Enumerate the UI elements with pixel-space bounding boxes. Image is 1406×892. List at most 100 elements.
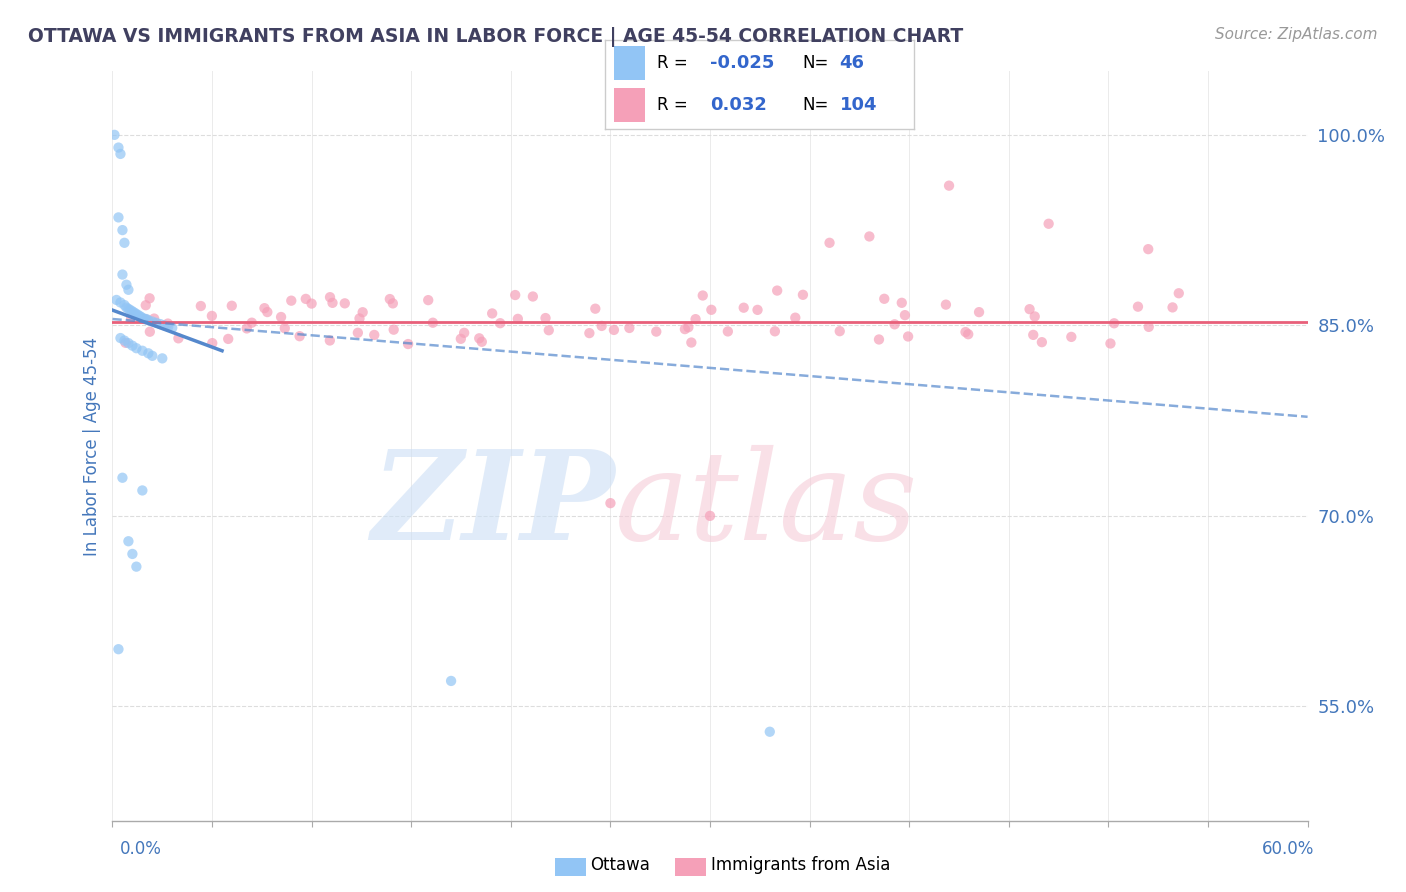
Point bbox=[150, 351, 173, 366]
Point bbox=[890, 295, 912, 310]
Point bbox=[733, 301, 755, 315]
Point bbox=[349, 311, 371, 326]
Point bbox=[645, 325, 668, 339]
Point bbox=[858, 229, 880, 244]
Point bbox=[957, 327, 980, 342]
Text: ZIP: ZIP bbox=[371, 445, 614, 566]
Point bbox=[759, 724, 782, 739]
Point bbox=[603, 323, 626, 337]
Point bbox=[955, 325, 977, 339]
Point bbox=[828, 324, 851, 338]
Point bbox=[818, 235, 841, 250]
Point bbox=[162, 321, 183, 335]
Point bbox=[294, 292, 316, 306]
Point bbox=[125, 341, 148, 355]
Text: R =: R = bbox=[657, 96, 688, 114]
Point bbox=[534, 311, 557, 326]
Point bbox=[967, 305, 990, 319]
Point bbox=[333, 296, 356, 310]
Point bbox=[1022, 327, 1045, 342]
Point bbox=[894, 308, 917, 322]
Point bbox=[270, 310, 292, 324]
Point bbox=[450, 332, 472, 346]
Text: OTTAWA VS IMMIGRANTS FROM ASIA IN LABOR FORCE | AGE 45-54 CORRELATION CHART: OTTAWA VS IMMIGRANTS FROM ASIA IN LABOR … bbox=[28, 27, 963, 46]
Point bbox=[363, 327, 385, 342]
Point bbox=[1102, 316, 1125, 330]
Point bbox=[481, 306, 503, 320]
Point bbox=[156, 317, 179, 331]
Text: N=: N= bbox=[803, 54, 830, 72]
Point bbox=[503, 288, 526, 302]
Point bbox=[125, 559, 148, 574]
Bar bbox=[614, 46, 645, 80]
Point bbox=[763, 324, 786, 338]
Text: -0.025: -0.025 bbox=[710, 54, 775, 72]
Point bbox=[1031, 335, 1053, 350]
Point bbox=[1024, 310, 1046, 324]
Point bbox=[396, 337, 419, 351]
Bar bbox=[614, 88, 645, 122]
Point bbox=[897, 329, 920, 343]
Point bbox=[121, 339, 143, 353]
Point bbox=[217, 332, 239, 346]
Point bbox=[114, 335, 136, 350]
Point bbox=[117, 336, 139, 351]
Point bbox=[280, 293, 302, 308]
Point bbox=[135, 298, 157, 312]
Point bbox=[240, 316, 263, 330]
Point bbox=[124, 306, 146, 320]
Point bbox=[114, 334, 135, 348]
Point bbox=[700, 302, 723, 317]
Point bbox=[883, 318, 905, 332]
Point bbox=[138, 346, 160, 360]
Point bbox=[138, 313, 160, 327]
Point bbox=[105, 293, 128, 307]
Point bbox=[114, 235, 135, 250]
Point bbox=[935, 298, 957, 312]
Point bbox=[422, 316, 444, 330]
Point bbox=[1167, 286, 1189, 301]
Text: atlas: atlas bbox=[614, 445, 918, 566]
Text: Source: ZipAtlas.com: Source: ZipAtlas.com bbox=[1215, 27, 1378, 42]
Text: 0.032: 0.032 bbox=[710, 96, 766, 114]
Point bbox=[352, 305, 374, 319]
Point bbox=[107, 211, 129, 225]
Point bbox=[110, 147, 132, 161]
Point bbox=[453, 326, 475, 340]
Point bbox=[111, 268, 134, 282]
Point bbox=[785, 310, 807, 325]
Point bbox=[288, 329, 311, 343]
Point bbox=[141, 349, 163, 363]
Point bbox=[347, 326, 370, 340]
Point bbox=[673, 322, 696, 336]
Point bbox=[117, 283, 139, 297]
Point bbox=[681, 335, 703, 350]
Point bbox=[145, 316, 167, 330]
Point bbox=[692, 288, 714, 302]
Point bbox=[747, 302, 769, 317]
Point bbox=[121, 304, 143, 318]
Point bbox=[699, 508, 721, 523]
Point bbox=[319, 290, 342, 304]
Text: Immigrants from Asia: Immigrants from Asia bbox=[711, 856, 891, 874]
Point bbox=[139, 325, 162, 339]
Point bbox=[468, 331, 491, 345]
Text: 104: 104 bbox=[839, 96, 877, 114]
Point bbox=[678, 320, 700, 334]
Point bbox=[1018, 302, 1040, 317]
Point bbox=[103, 128, 125, 142]
Point bbox=[599, 496, 621, 510]
Point bbox=[107, 140, 129, 154]
Point bbox=[1060, 330, 1083, 344]
Point bbox=[157, 319, 180, 334]
Point bbox=[253, 301, 276, 315]
Point bbox=[114, 298, 135, 312]
Point bbox=[111, 223, 134, 237]
Point bbox=[685, 312, 707, 326]
Point bbox=[138, 291, 160, 305]
Point bbox=[115, 301, 138, 315]
Point bbox=[143, 311, 166, 326]
Point bbox=[135, 312, 157, 326]
Point bbox=[190, 299, 212, 313]
Point bbox=[127, 308, 149, 322]
